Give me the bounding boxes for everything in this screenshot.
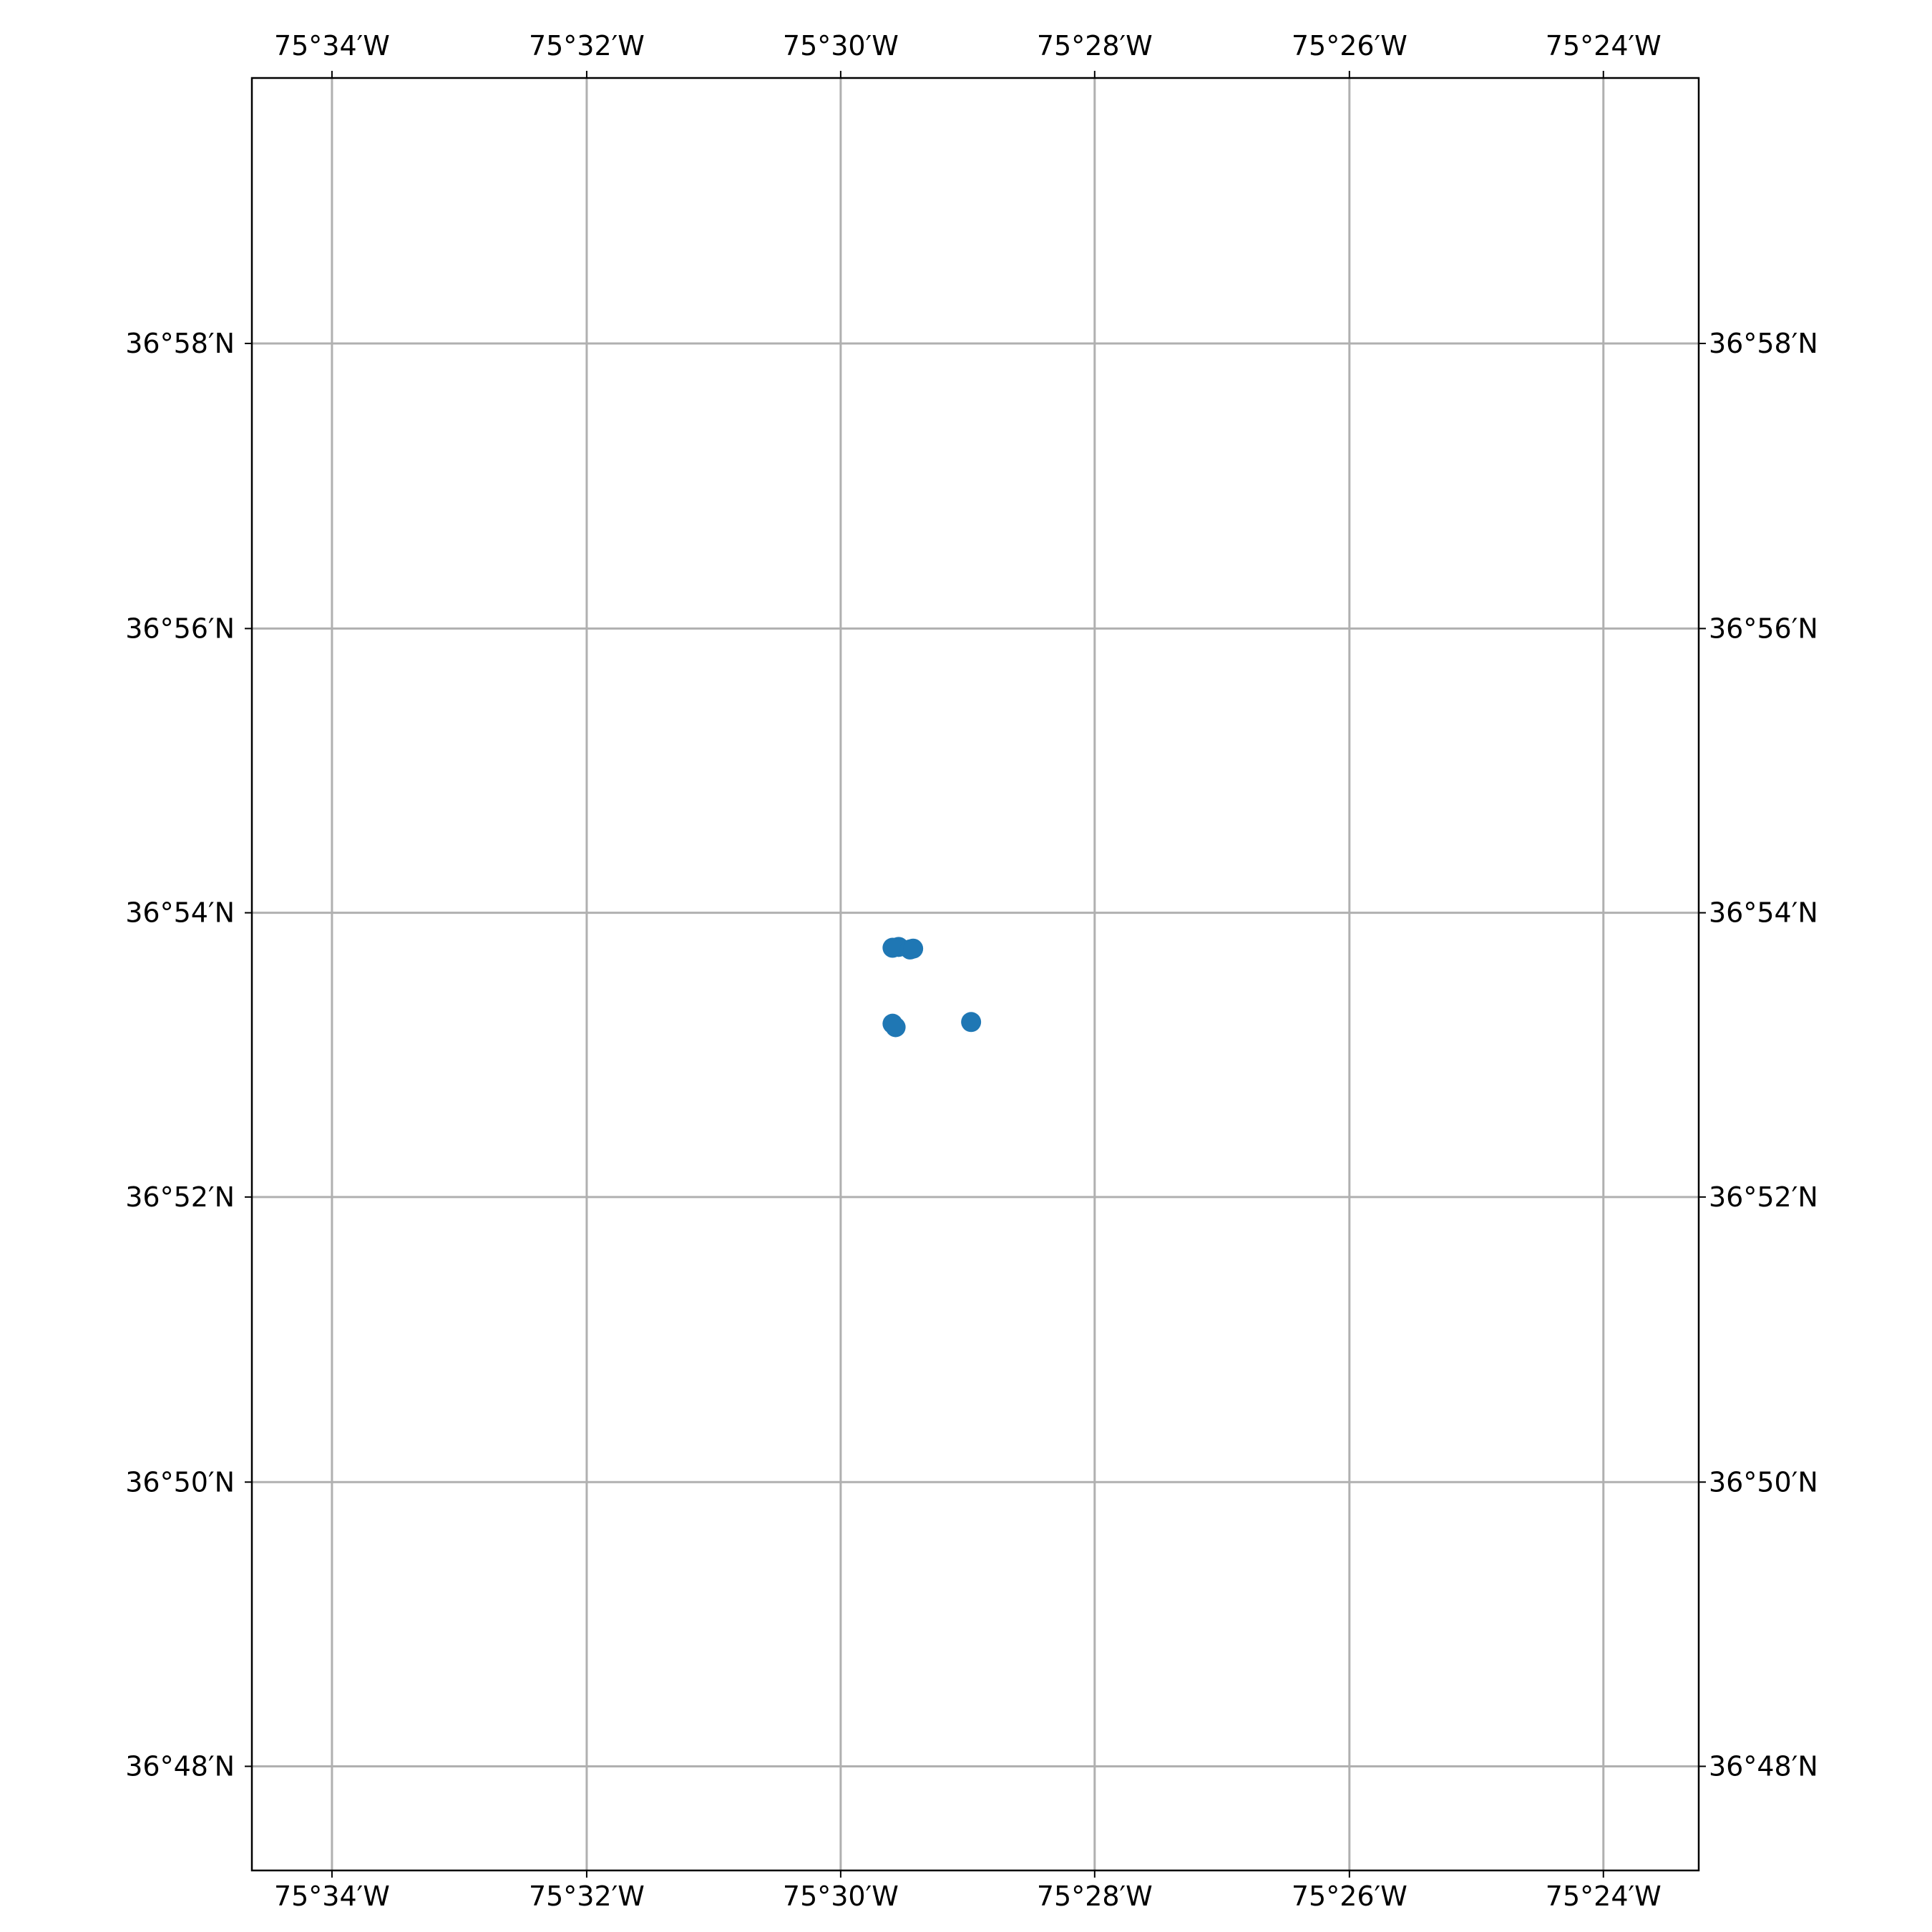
x-tick-label-top: 75°34′W: [274, 30, 390, 62]
y-tick-label-left: 36°52′N: [125, 1181, 235, 1213]
y-tick-label-left: 36°58′N: [125, 328, 235, 359]
y-tick-label-left: 36°50′N: [125, 1466, 235, 1498]
y-tick-label-right: 36°50′N: [1709, 1466, 1818, 1498]
x-tick-label-bottom: 75°32′W: [529, 1880, 645, 1912]
tick-labels: 75°34′W 75°34′W 75°32′W 75°32′W 75°30′W 75°30…: [125, 30, 1818, 1912]
x-tick-label-bottom: 75°24′W: [1546, 1880, 1662, 1912]
y-tick-label-right: 36°52′N: [1709, 1181, 1818, 1213]
y-tick-label-left: 36°48′N: [125, 1750, 235, 1782]
x-tick-label-top: 75°28′W: [1037, 30, 1153, 62]
x-tick-label-top: 75°24′W: [1546, 30, 1662, 62]
x-tick-label-bottom: 75°30′W: [783, 1880, 899, 1912]
map-frame: [250, 77, 1700, 1872]
y-tick-label-left: 36°56′N: [125, 613, 235, 644]
data-point: [903, 938, 924, 959]
x-tick-label-bottom: 75°28′W: [1037, 1880, 1153, 1912]
x-tick-label-top: 75°30′W: [783, 30, 899, 62]
y-tick-label-right: 36°56′N: [1709, 613, 1818, 644]
x-tick-label-top: 75°32′W: [529, 30, 645, 62]
x-tick-label-bottom: 75°34′W: [274, 1880, 390, 1912]
data-point: [961, 1012, 982, 1033]
x-tick-label-top: 75°26′W: [1292, 30, 1407, 62]
graticule: [245, 71, 1706, 1878]
data-point: [885, 1017, 906, 1038]
y-tick-label-right: 36°54′N: [1709, 897, 1818, 929]
y-tick-label-left: 36°54′N: [125, 897, 235, 929]
x-tick-label-bottom: 75°26′W: [1292, 1880, 1407, 1912]
y-tick-label-right: 36°48′N: [1709, 1750, 1818, 1782]
y-tick-label-right: 36°58′N: [1709, 328, 1818, 359]
data-points: [882, 937, 982, 1038]
